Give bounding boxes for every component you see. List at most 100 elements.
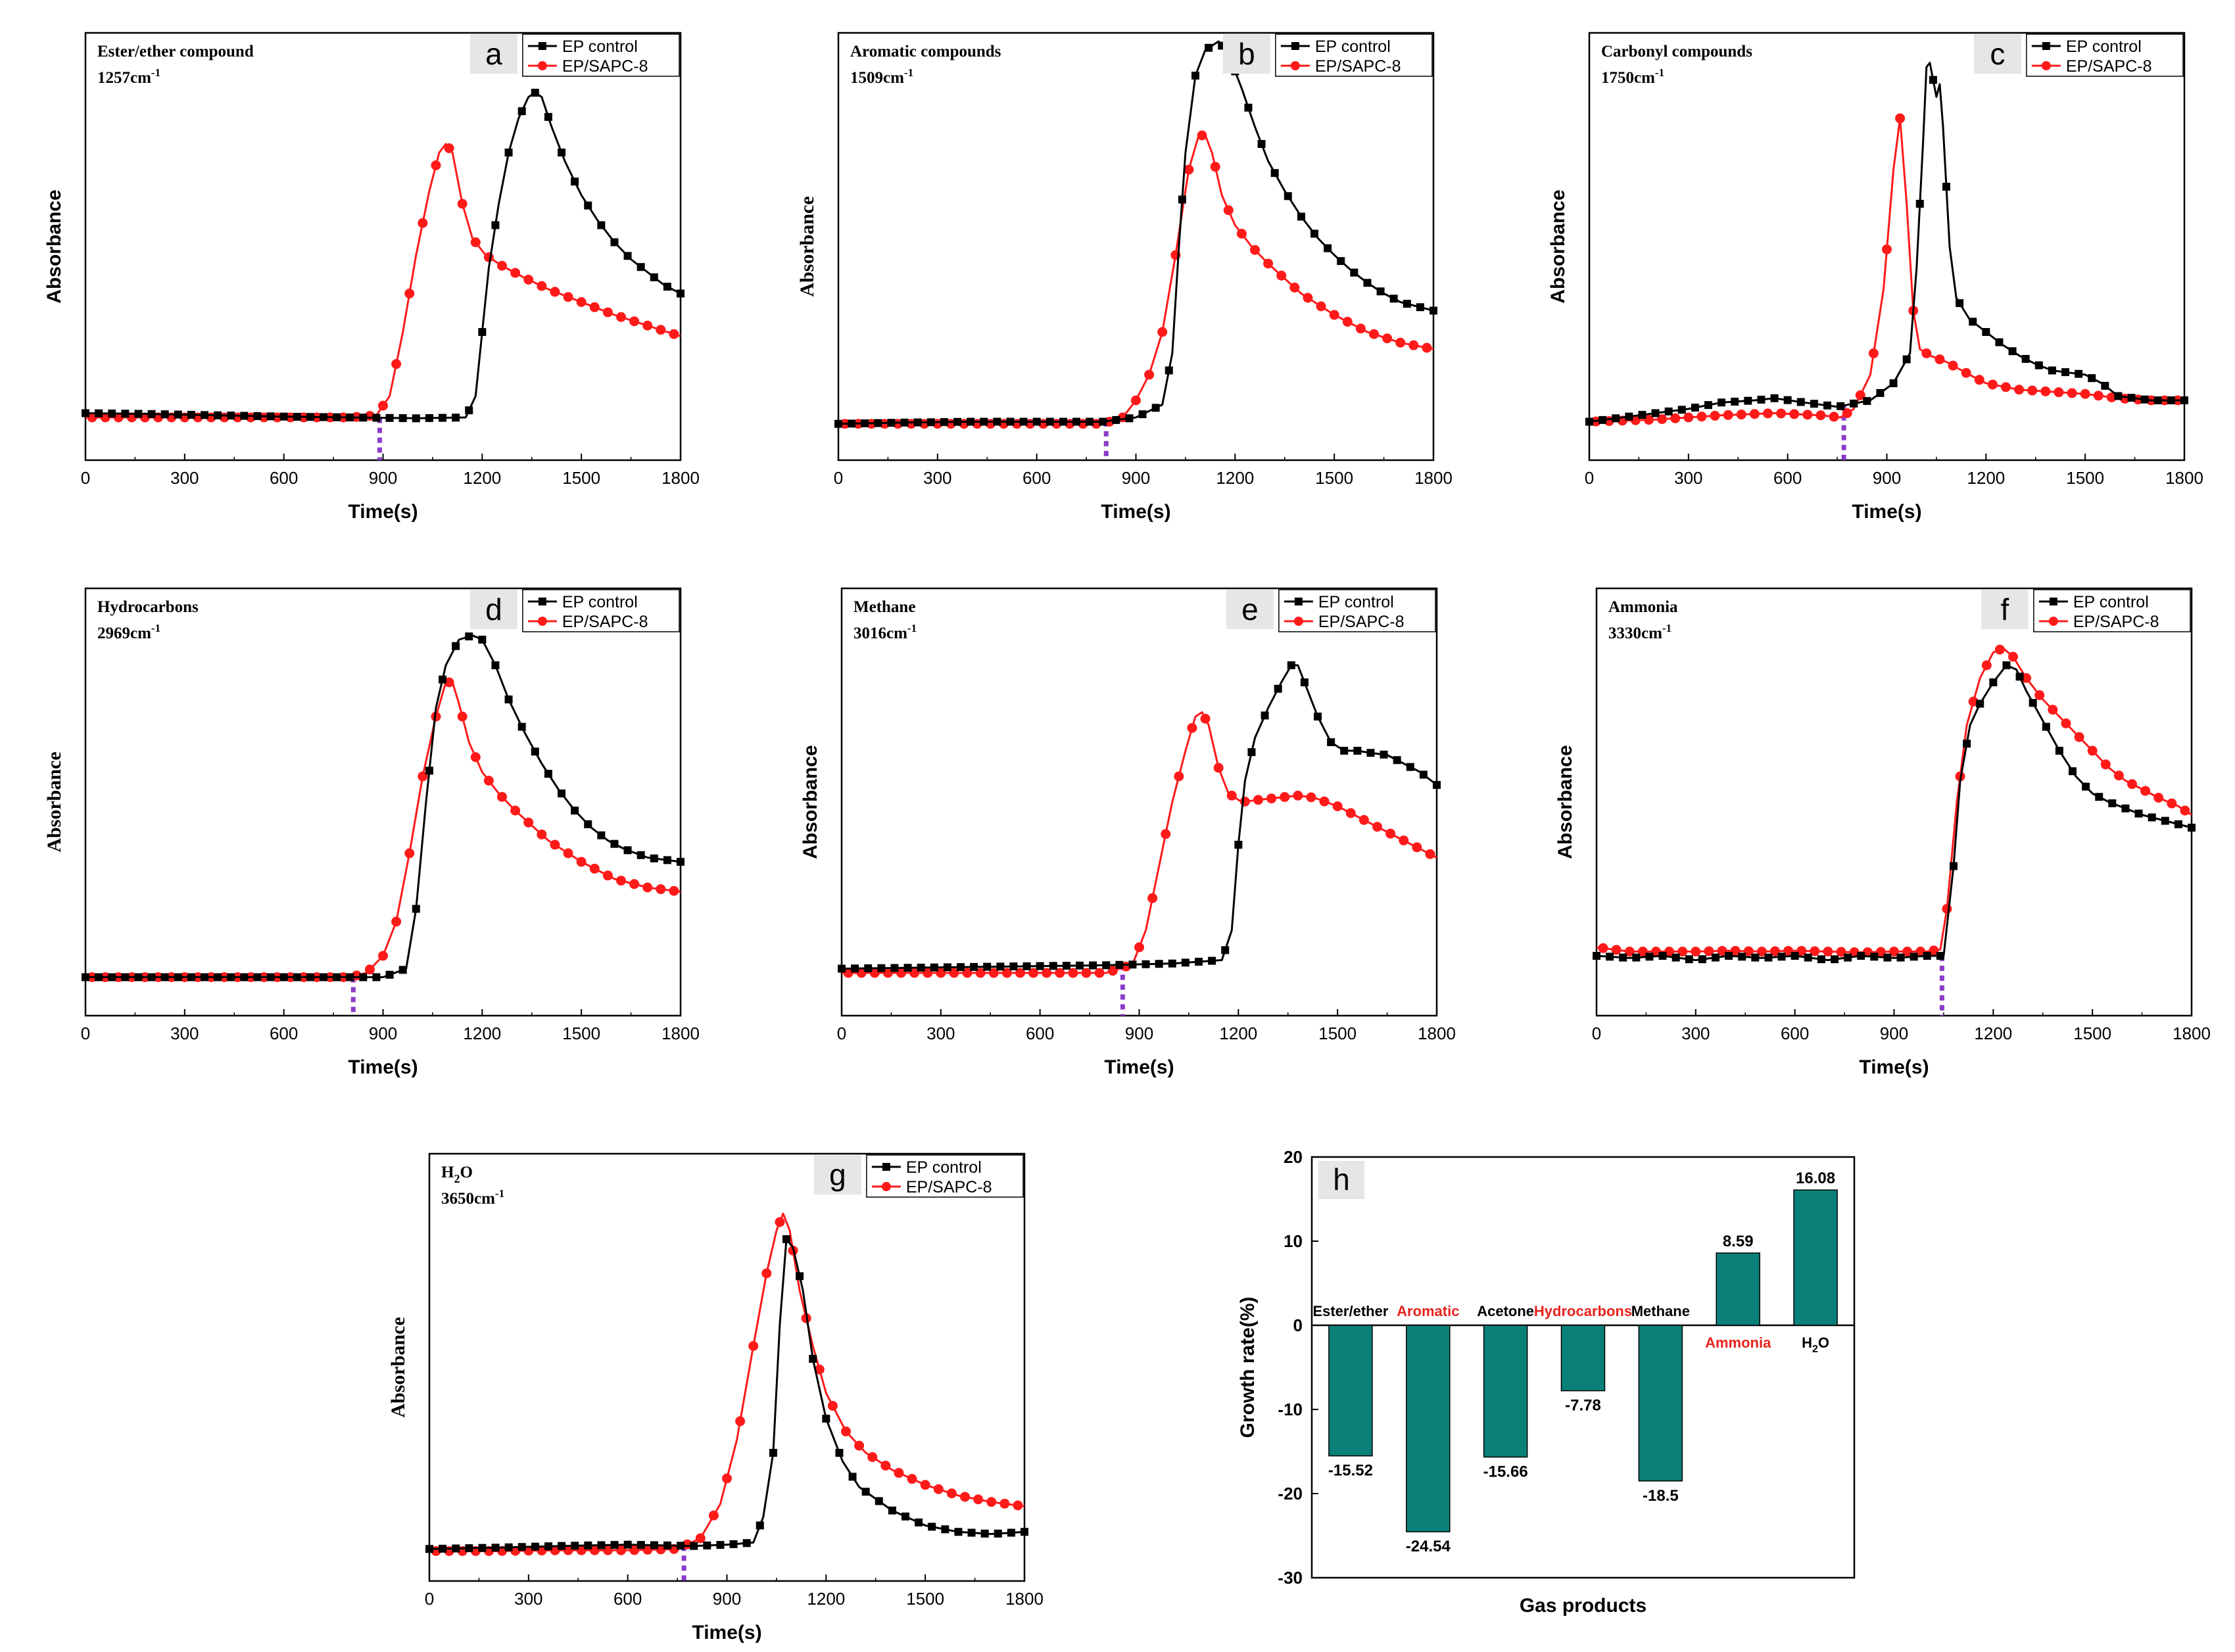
data-point-ep-control — [1870, 953, 1879, 961]
data-point-ep-sapc-8 — [1412, 842, 1422, 853]
data-point-ep-control — [584, 820, 592, 828]
data-point-ep-sapc-8 — [814, 1364, 825, 1375]
x-tick-label: 1200 — [1216, 468, 1254, 488]
data-point-ep-sapc-8 — [1657, 414, 1668, 425]
data-point-ep-sapc-8 — [909, 968, 920, 978]
legend-box — [522, 589, 680, 632]
data-point-ep-sapc-8 — [1704, 946, 1714, 956]
data-point-ep-control — [1300, 678, 1309, 686]
x-tick-label: 600 — [270, 468, 298, 488]
data-point-ep-sapc-8 — [1094, 968, 1105, 978]
data-point-ep-sapc-8 — [642, 320, 653, 331]
data-point-ep-control — [1138, 410, 1147, 419]
data-point-ep-sapc-8 — [1981, 660, 1992, 671]
data-point-ep-sapc-8 — [1644, 415, 1654, 425]
data-point-ep-sapc-8 — [841, 1427, 851, 1436]
y-axis-label: Absorbance — [387, 1317, 409, 1417]
bar-4 — [1638, 1325, 1683, 1482]
data-point-ep-sapc-8 — [537, 1546, 547, 1556]
data-point-ep-control — [1883, 953, 1892, 962]
data-point-ep-sapc-8 — [1263, 258, 1274, 269]
data-point-ep-control — [1777, 953, 1786, 961]
data-point-ep-control — [452, 1544, 460, 1553]
panel-letter-box — [1222, 34, 1270, 74]
legend-swatch-marker — [538, 42, 546, 50]
data-point-ep-sapc-8 — [882, 968, 893, 978]
data-point-ep-sapc-8 — [669, 885, 679, 896]
data-point-ep-sapc-8 — [629, 316, 640, 327]
data-point-ep-control — [913, 418, 922, 427]
data-point-ep-control — [293, 973, 301, 981]
x-tick-label: 1800 — [2165, 468, 2203, 488]
data-point-ep-control — [1380, 750, 1388, 759]
data-point-ep-control — [1638, 411, 1646, 419]
data-point-ep-sapc-8 — [589, 863, 600, 874]
bar-value-label: -24.54 — [1406, 1538, 1451, 1555]
data-point-ep-sapc-8 — [1276, 270, 1287, 281]
data-point-ep-sapc-8 — [1200, 713, 1211, 724]
x-tick-label: 900 — [369, 468, 397, 488]
data-point-ep-control — [1651, 409, 1660, 417]
data-point-ep-control — [1989, 678, 1998, 686]
x-tick-label: 300 — [923, 468, 951, 488]
data-point-ep-control — [147, 973, 156, 981]
wavenumber-exponent: -1 — [495, 1187, 504, 1200]
data-point-ep-control — [993, 417, 1001, 426]
wavenumber-label: 3330cm-1 — [1608, 622, 1671, 642]
data-point-ep-sapc-8 — [2074, 732, 2084, 742]
data-point-ep-control — [1796, 398, 1805, 406]
data-point-ep-sapc-8 — [1987, 379, 1998, 390]
data-point-ep-sapc-8 — [1174, 771, 1184, 782]
data-point-ep-control — [930, 963, 938, 972]
plot-frame — [428, 1152, 1026, 1582]
panel-letter: c — [1990, 37, 2005, 71]
data-point-ep-control — [1009, 962, 1018, 971]
data-point-ep-control — [941, 1525, 949, 1534]
data-point-ep-control — [861, 419, 869, 427]
data-point-ep-sapc-8 — [1921, 348, 1932, 358]
data-point-ep-control — [544, 770, 552, 778]
compound-label-part: O — [460, 1164, 472, 1181]
data-point-ep-sapc-8 — [1385, 828, 1396, 839]
data-point-ep-sapc-8 — [854, 1440, 865, 1451]
data-point-ep-control — [650, 273, 658, 281]
data-point-ep-control — [1658, 952, 1667, 960]
legend-box — [1278, 589, 1436, 632]
data-point-ep-control — [610, 238, 619, 247]
data-point-ep-control — [980, 1529, 989, 1538]
data-point-ep-control — [504, 149, 513, 156]
category-label: Aromatic — [1397, 1303, 1459, 1319]
data-point-ep-sapc-8 — [933, 1484, 944, 1494]
data-point-ep-sapc-8 — [1829, 412, 1839, 422]
legend-label: EP control — [562, 593, 638, 611]
data-point-ep-sapc-8 — [1147, 893, 1158, 903]
legend-label: EP control — [562, 37, 638, 56]
data-point-ep-control — [1606, 953, 1614, 961]
data-point-ep-control — [663, 856, 671, 864]
data-point-ep-control — [597, 221, 606, 229]
data-point-ep-sapc-8 — [483, 252, 494, 262]
data-point-ep-control — [1191, 72, 1199, 80]
x-tick-label: 1500 — [562, 1024, 600, 1043]
data-point-ep-sapc-8 — [404, 289, 415, 298]
data-point-ep-control — [953, 417, 961, 426]
data-point-ep-sapc-8 — [2061, 718, 2071, 728]
data-point-ep-sapc-8 — [1236, 229, 1247, 239]
data-point-ep-control — [967, 1528, 976, 1537]
x-tick-label: 300 — [514, 1589, 542, 1609]
compound-label: Carbonyl compounds — [1601, 43, 1752, 60]
panel-letter: e — [1241, 592, 1259, 626]
data-point-ep-control — [214, 973, 222, 981]
series-line-ep-sapc-8 — [85, 681, 681, 978]
data-point-ep-control — [610, 1541, 619, 1549]
data-point-ep-control — [465, 632, 473, 641]
data-point-ep-sapc-8 — [140, 412, 150, 423]
data-point-ep-sapc-8 — [1789, 409, 1800, 419]
data-point-ep-control — [147, 410, 156, 418]
data-point-ep-sapc-8 — [113, 412, 124, 423]
data-point-ep-sapc-8 — [1395, 337, 1406, 348]
data-point-ep-control — [1208, 956, 1216, 965]
data-point-ep-control — [2153, 396, 2162, 404]
data-point-ep-sapc-8 — [656, 1544, 666, 1555]
data-point-ep-sapc-8 — [1342, 316, 1353, 327]
